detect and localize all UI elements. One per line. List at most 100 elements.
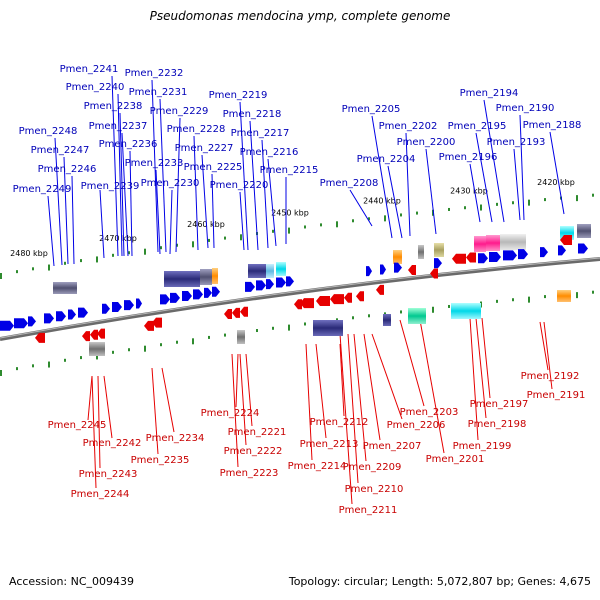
forward-label-line (175, 117, 181, 253)
reverse-label-line (339, 343, 345, 417)
reverse-label-line (305, 343, 313, 461)
feature-box (577, 224, 591, 238)
tick-mark-inner (48, 361, 50, 368)
tick-mark-outer (352, 219, 354, 223)
reverse-gene-label: Pmen_2213 (300, 439, 359, 450)
feature-box (451, 303, 481, 319)
forward-label-line (169, 189, 173, 255)
forward-gene-arrow (286, 276, 294, 287)
tick-mark-outer (240, 234, 242, 241)
genome-backbone (0, 257, 600, 341)
forward-gene-arrow (182, 291, 192, 302)
reverse-label-line (363, 333, 381, 441)
forward-label-line (469, 163, 481, 223)
tick-mark-inner (16, 367, 18, 371)
forward-label-line (159, 98, 167, 253)
tick-mark-outer (368, 217, 370, 221)
forward-gene-label: Pmen_2241 (60, 64, 119, 75)
forward-gene-label: Pmen_2231 (129, 87, 188, 98)
forward-gene-label: Pmen_2237 (89, 121, 148, 132)
forward-gene-arrow (14, 318, 28, 329)
forward-gene-label: Pmen_2229 (150, 106, 209, 117)
forward-label-line (129, 150, 133, 257)
feature-box (200, 269, 212, 285)
forward-gene-label: Pmen_2216 (240, 147, 299, 158)
reverse-gene-arrow (144, 320, 154, 331)
forward-gene-arrow (212, 286, 220, 297)
forward-gene-label: Pmen_2190 (496, 103, 555, 114)
feature-box (164, 271, 200, 287)
backbone-highlight (0, 257, 600, 339)
tick-mark-outer (32, 267, 34, 271)
forward-gene-label: Pmen_2247 (31, 145, 90, 156)
tick-mark-inner (448, 304, 450, 308)
forward-gene-label: Pmen_2233 (125, 158, 184, 169)
forward-gene-label: Pmen_2200 (397, 137, 456, 148)
tick-mark-inner (0, 370, 2, 376)
tick-mark-outer (160, 246, 162, 250)
forward-label-line (371, 115, 393, 239)
reverse-gene-arrow (300, 298, 314, 309)
forward-gene-label: Pmen_2236 (99, 139, 158, 150)
genome-summary-text: Topology: circular; Length: 5,072,807 bp… (288, 575, 591, 588)
reverse-gene-label: Pmen_2206 (387, 420, 446, 431)
tick-mark-outer (544, 198, 546, 202)
forward-gene-label: Pmen_2219 (209, 90, 268, 101)
kbp-tick-label: 2440 kbp (363, 197, 401, 206)
feature-box (474, 236, 486, 252)
tick-mark-outer (48, 264, 50, 271)
reverse-gene-label: Pmen_2245 (48, 420, 107, 431)
tick-mark-outer (416, 211, 418, 215)
forward-gene-arrow (394, 262, 402, 273)
reverse-label-line (469, 317, 479, 441)
forward-label-line (261, 139, 269, 249)
tick-mark-outer (144, 248, 146, 255)
tick-mark-inner (432, 306, 434, 313)
reverse-label-line (543, 321, 553, 390)
forward-gene-arrow (478, 253, 488, 264)
reverse-label-lines (87, 317, 553, 505)
forward-label-line (483, 99, 505, 223)
reverse-gene-arrow (240, 306, 248, 317)
forward-label-line (425, 148, 437, 235)
kbp-tick-label: 2420 kbp (537, 178, 575, 187)
tick-mark-outer (464, 206, 466, 210)
forward-gene-label: Pmen_2232 (125, 68, 184, 79)
reverse-gene-label: Pmen_2209 (343, 462, 402, 473)
reverse-label-line (97, 375, 101, 469)
forward-label-line (349, 189, 373, 227)
reverse-gene-arrow (97, 328, 105, 339)
tick-mark-inner (496, 299, 498, 303)
tick-mark-outer (272, 229, 274, 233)
reverse-gene-label: Pmen_2197 (470, 399, 529, 410)
feature-box (408, 308, 426, 324)
forward-gene-arrow (102, 303, 110, 314)
tick-mark-outer (176, 243, 178, 247)
tick-mark-outer (448, 207, 450, 211)
feature-box (313, 320, 343, 336)
reverse-label-line (235, 353, 239, 408)
reverse-label-line (315, 343, 327, 439)
feature-box (486, 235, 500, 251)
reverse-gene-label: Pmen_2192 (521, 371, 580, 382)
reverse-gene-arrow (294, 299, 302, 310)
tick-mark-inner (256, 329, 258, 333)
reverse-gene-arrow (152, 317, 162, 328)
forward-gene-label: Pmen_2225 (184, 162, 243, 173)
tick-mark-outer (496, 202, 498, 206)
tick-mark-outer (288, 227, 290, 234)
forward-gene-arrow (112, 302, 122, 313)
forward-gene-arrow (266, 279, 274, 290)
reverse-gene-arrow (316, 295, 330, 306)
tick-mark-outer (336, 221, 338, 228)
tick-mark-inner (272, 326, 274, 330)
forward-label-line (47, 195, 55, 267)
forward-gene-label: Pmen_2196 (439, 152, 498, 163)
tick-mark-inner (576, 292, 578, 299)
forward-genes (0, 243, 588, 331)
reverse-label-line (103, 375, 113, 439)
forward-gene-arrow (503, 250, 517, 261)
forward-label-line (513, 148, 521, 221)
reverse-gene-label: Pmen_2198 (468, 419, 527, 430)
tick-mark-inner (128, 348, 130, 352)
